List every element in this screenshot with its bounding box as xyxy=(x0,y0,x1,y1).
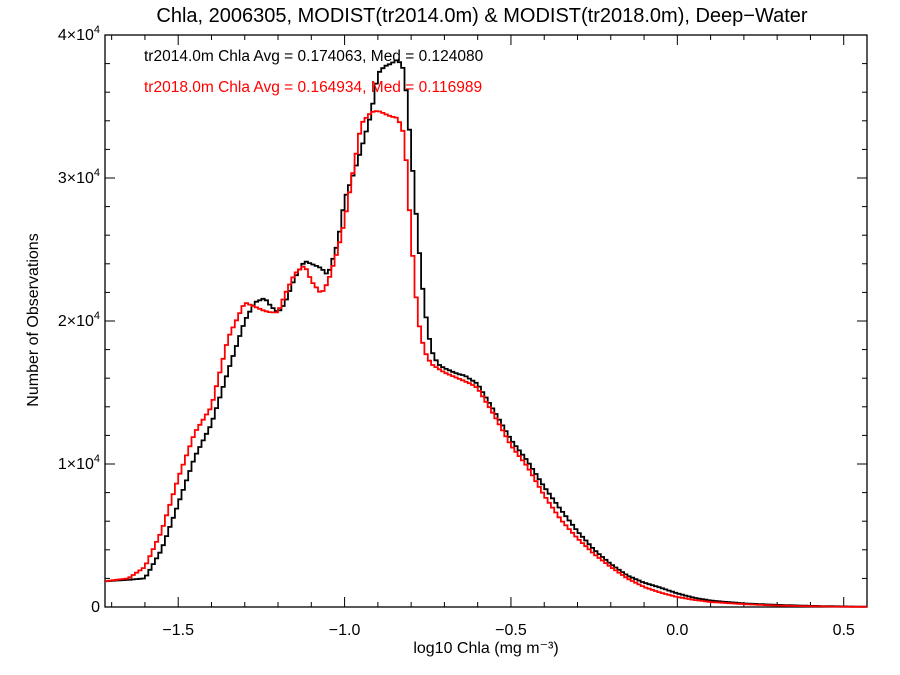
x-tick-label-0: −1.5 xyxy=(162,622,194,639)
x-tick-label-1: −1.0 xyxy=(329,622,361,639)
series-line-2 xyxy=(105,110,867,608)
legend-entry-series-1: tr2014.0m Chla Avg = 0.174063, Med = 0.1… xyxy=(144,48,484,65)
axis-ticks xyxy=(105,34,867,608)
axis-tick-labels: −1.5 −1.0 −0.5 0.0 0.5 0 1×104 2×104 3×104 4×104 xyxy=(58,24,855,639)
series-line-1 xyxy=(105,59,867,608)
y-tick-label-3: 3×104 xyxy=(58,167,100,187)
series-lines xyxy=(105,59,867,608)
y-tick-label-2: 2×104 xyxy=(58,310,100,330)
x-tick-label-4: 0.5 xyxy=(833,622,855,639)
chart-title: Chla, 2006305, MODIST(tr2014.0m) & MODIS… xyxy=(156,5,808,27)
legend-entry-series-2: tr2018.0m Chla Avg = 0.164934, Med = 0.1… xyxy=(144,79,482,96)
x-tick-label-3: 0.0 xyxy=(666,622,688,639)
y-axis-label: Number of Observations xyxy=(25,233,42,406)
x-tick-label-2: −0.5 xyxy=(495,622,527,639)
plot-frame xyxy=(104,34,868,608)
y-tick-label-1: 1×104 xyxy=(58,453,100,473)
x-axis-label: log10 Chla (mg m⁻³) xyxy=(413,640,558,657)
y-tick-label-0: 0 xyxy=(91,599,100,616)
y-tick-label-4: 4×104 xyxy=(58,24,100,44)
